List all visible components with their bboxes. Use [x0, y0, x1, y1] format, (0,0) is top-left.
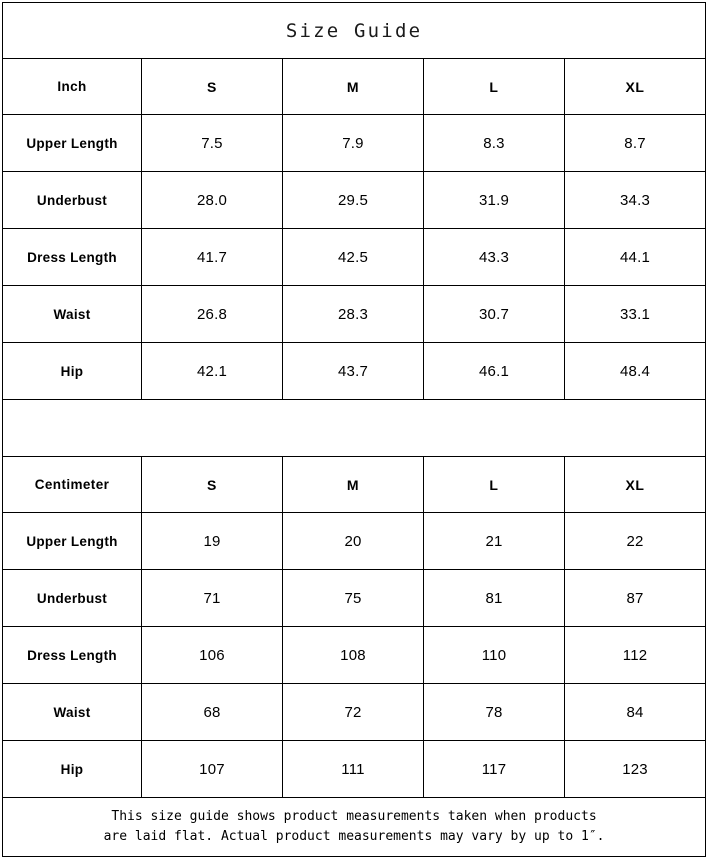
- cell-hip-inch-m: 43.7: [282, 342, 424, 400]
- cell-dress-length-cm-xl: 112: [563, 626, 707, 684]
- cell-dress-length-cm-m: 108: [282, 626, 424, 684]
- cell-hip-cm-m: 111: [282, 740, 424, 798]
- cell-underbust-cm-xl: 87: [563, 569, 707, 627]
- row-label-dress-length-inch: Dress Length: [2, 228, 142, 286]
- footer-note-line-1: This size guide shows product measuremen…: [111, 808, 597, 824]
- centimeter-header-row: Centimeter S M L XL: [2, 456, 707, 513]
- cell-upper-length-inch-m: 7.9: [282, 114, 424, 172]
- cell-waist-cm-l: 78: [423, 683, 565, 741]
- title-row: Size Guide: [1, 2, 707, 59]
- row-label-upper-length-cm: Upper Length: [2, 512, 142, 570]
- table-row: Waist 68 72 78 84: [2, 683, 707, 741]
- unit-label-centimeter: Centimeter: [2, 456, 142, 513]
- table-row: Hip 42.1 43.7 46.1 48.4: [2, 342, 707, 400]
- cell-upper-length-cm-xl: 22: [563, 512, 707, 570]
- section-spacer: [1, 399, 707, 457]
- table-row: Upper Length 7.5 7.9 8.3 8.7: [2, 114, 707, 172]
- cell-dress-length-inch-xl: 44.1: [563, 228, 707, 286]
- cell-waist-inch-m: 28.3: [282, 285, 424, 343]
- cell-underbust-cm-l: 81: [423, 569, 565, 627]
- size-header-cm-xl: XL: [563, 456, 707, 513]
- table-row: Underbust 28.0 29.5 31.9 34.3: [2, 171, 707, 229]
- cell-hip-inch-l: 46.1: [423, 342, 565, 400]
- row-label-hip-inch: Hip: [2, 342, 142, 400]
- cell-underbust-inch-m: 29.5: [282, 171, 424, 229]
- table-row: Underbust 71 75 81 87: [2, 569, 707, 627]
- cell-upper-length-cm-l: 21: [423, 512, 565, 570]
- size-header-cm-m: M: [282, 456, 424, 513]
- table-row: Hip 107 111 117 123: [2, 740, 707, 798]
- footer-note: This size guide shows product measuremen…: [1, 797, 707, 857]
- cell-upper-length-cm-m: 20: [282, 512, 424, 570]
- cell-dress-length-inch-m: 42.5: [282, 228, 424, 286]
- cell-underbust-inch-xl: 34.3: [563, 171, 707, 229]
- cell-hip-inch-s: 42.1: [141, 342, 283, 400]
- cell-underbust-inch-s: 28.0: [141, 171, 283, 229]
- page-title: Size Guide: [1, 2, 707, 59]
- section-spacer-row: [1, 399, 707, 457]
- cell-hip-inch-xl: 48.4: [563, 342, 707, 400]
- cell-underbust-inch-l: 31.9: [423, 171, 565, 229]
- cell-waist-cm-m: 72: [282, 683, 424, 741]
- cell-waist-inch-s: 26.8: [141, 285, 283, 343]
- row-label-dress-length-cm: Dress Length: [2, 626, 142, 684]
- cell-underbust-cm-m: 75: [282, 569, 424, 627]
- cell-hip-cm-s: 107: [141, 740, 283, 798]
- cell-upper-length-cm-s: 19: [141, 512, 283, 570]
- row-label-waist-cm: Waist: [2, 683, 142, 741]
- cell-waist-cm-s: 68: [141, 683, 283, 741]
- cell-waist-cm-xl: 84: [563, 683, 707, 741]
- table-row: Upper Length 19 20 21 22: [2, 512, 707, 570]
- cell-underbust-cm-s: 71: [141, 569, 283, 627]
- row-label-upper-length-inch: Upper Length: [2, 114, 142, 172]
- cell-dress-length-inch-s: 41.7: [141, 228, 283, 286]
- table-row: Dress Length 41.7 42.5 43.3 44.1: [2, 228, 707, 286]
- cell-dress-length-inch-l: 43.3: [423, 228, 565, 286]
- footer-note-row: This size guide shows product measuremen…: [1, 797, 707, 857]
- table-row: Waist 26.8 28.3 30.7 33.1: [2, 285, 707, 343]
- size-header-inch-l: L: [423, 58, 565, 115]
- cell-hip-cm-l: 117: [423, 740, 565, 798]
- table-row: Dress Length 106 108 110 112: [2, 626, 707, 684]
- cell-waist-inch-l: 30.7: [423, 285, 565, 343]
- unit-label-inch: Inch: [2, 58, 142, 115]
- cell-upper-length-inch-l: 8.3: [423, 114, 565, 172]
- cell-dress-length-cm-l: 110: [423, 626, 565, 684]
- row-label-waist-inch: Waist: [2, 285, 142, 343]
- footer-note-line-2: are laid flat. Actual product measuremen…: [103, 829, 605, 844]
- cell-hip-cm-xl: 123: [563, 740, 707, 798]
- size-header-inch-xl: XL: [563, 58, 707, 115]
- size-header-inch-s: S: [141, 58, 283, 115]
- size-header-cm-l: L: [423, 456, 565, 513]
- row-label-underbust-inch: Underbust: [2, 171, 142, 229]
- cell-dress-length-cm-s: 106: [141, 626, 283, 684]
- cell-upper-length-inch-s: 7.5: [141, 114, 283, 172]
- inch-header-row: Inch S M L XL: [2, 58, 707, 115]
- size-header-cm-s: S: [141, 456, 283, 513]
- cell-waist-inch-xl: 33.1: [563, 285, 707, 343]
- cell-upper-length-inch-xl: 8.7: [563, 114, 707, 172]
- size-header-inch-m: M: [282, 58, 424, 115]
- row-label-underbust-cm: Underbust: [2, 569, 142, 627]
- row-label-hip-cm: Hip: [2, 740, 142, 798]
